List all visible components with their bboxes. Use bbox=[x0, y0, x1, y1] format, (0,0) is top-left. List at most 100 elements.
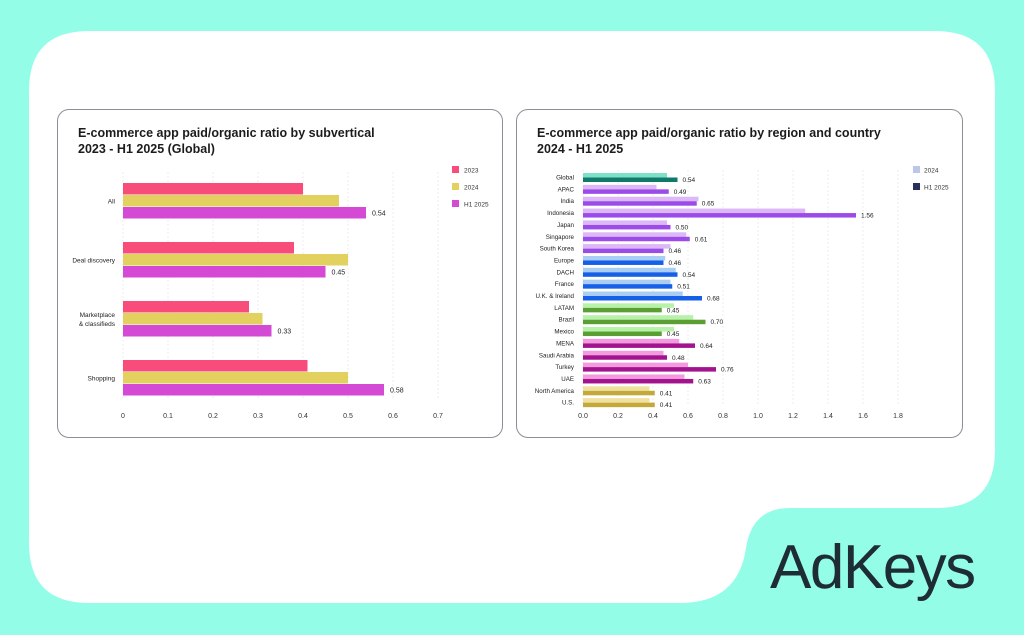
category-label: South Korea bbox=[540, 246, 575, 253]
x-tick-label: 0.4 bbox=[648, 413, 658, 420]
bar-h12025 bbox=[583, 378, 694, 384]
bar-h12025 bbox=[583, 284, 673, 289]
adkeys-logo: AdKeys bbox=[770, 533, 976, 602]
category-label: Singapore bbox=[546, 234, 575, 241]
bar-2023 bbox=[123, 242, 294, 254]
bar-2024 bbox=[583, 362, 688, 368]
legend-swatch bbox=[913, 183, 920, 190]
category-label: Global bbox=[556, 175, 574, 182]
bar-2024 bbox=[583, 244, 671, 249]
legend-label: H1 2025 bbox=[464, 202, 489, 209]
x-tick-label: 1.2 bbox=[788, 413, 798, 420]
bar-2024 bbox=[583, 196, 699, 202]
data-label: 0.54 bbox=[683, 272, 696, 279]
x-tick-label: 0.3 bbox=[253, 413, 263, 420]
category-label: India bbox=[561, 198, 575, 205]
bar-h12025 bbox=[583, 272, 678, 277]
category-label: Mexico bbox=[554, 329, 574, 336]
data-label: 0.51 bbox=[677, 284, 690, 291]
bar-h12025 bbox=[583, 236, 690, 242]
x-tick-label: 0.7 bbox=[433, 413, 443, 420]
legend-label: 2024 bbox=[924, 168, 939, 175]
data-label: 0.50 bbox=[676, 224, 689, 231]
category-label: North America bbox=[535, 388, 575, 395]
category-label: DACH bbox=[556, 269, 574, 276]
data-label: 0.46 bbox=[669, 248, 682, 255]
x-tick-label: 0 bbox=[121, 413, 125, 420]
legend-label: 2024 bbox=[464, 185, 479, 192]
data-label: 0.33 bbox=[278, 329, 292, 336]
bar-2024 bbox=[583, 220, 667, 225]
bar-2024 bbox=[583, 184, 657, 190]
bar-2024 bbox=[583, 315, 694, 320]
subvertical-chart-panel: E-commerce app paid/organic ratio by sub… bbox=[57, 109, 503, 438]
data-label: 0.54 bbox=[372, 211, 386, 218]
bar-h12025 bbox=[583, 260, 664, 265]
category-label: UAE bbox=[561, 376, 574, 383]
category-label: Shopping bbox=[88, 376, 116, 383]
data-label: 0.63 bbox=[698, 378, 711, 385]
bar-h12025 bbox=[583, 390, 655, 396]
bar-2024 bbox=[583, 267, 676, 273]
category-label: Japan bbox=[557, 222, 574, 229]
data-label: 0.64 bbox=[700, 343, 713, 350]
bar-2024 bbox=[583, 338, 680, 344]
bar-h12025 bbox=[123, 325, 272, 337]
bar-2024 bbox=[583, 208, 806, 214]
x-tick-label: 0.8 bbox=[718, 413, 728, 420]
legend-swatch bbox=[452, 166, 459, 173]
data-label: 0.68 bbox=[707, 296, 720, 303]
x-tick-label: 0.1 bbox=[163, 413, 173, 420]
data-label: 0.46 bbox=[669, 260, 682, 267]
bar-2024 bbox=[583, 255, 666, 261]
legend-swatch bbox=[452, 200, 459, 207]
bar-2024 bbox=[583, 232, 687, 237]
x-tick-label: 0.2 bbox=[613, 413, 623, 420]
bar-h12025 bbox=[583, 307, 662, 313]
bar-2024 bbox=[123, 254, 348, 266]
category-label: U.S. bbox=[562, 400, 574, 407]
bar-h12025 bbox=[583, 319, 706, 325]
legend-swatch bbox=[913, 166, 920, 173]
data-label: 0.45 bbox=[667, 331, 680, 338]
bar-h12025 bbox=[583, 355, 667, 360]
bar-h12025 bbox=[123, 384, 384, 396]
category-label: Marketplace bbox=[80, 312, 116, 319]
x-tick-label: 0.4 bbox=[298, 413, 308, 420]
region-chart-panel: E-commerce app paid/organic ratio by reg… bbox=[516, 109, 963, 438]
data-label: 0.70 bbox=[711, 319, 724, 326]
data-label: 0.45 bbox=[332, 270, 346, 277]
data-label: 1.56 bbox=[861, 213, 874, 220]
bar-2024 bbox=[583, 303, 674, 308]
bar-h12025 bbox=[583, 367, 716, 372]
data-label: 0.54 bbox=[683, 177, 696, 184]
bar-h12025 bbox=[583, 248, 664, 254]
bar-2024 bbox=[583, 173, 667, 178]
x-tick-label: 0.5 bbox=[343, 413, 353, 420]
x-tick-label: 0.2 bbox=[208, 413, 218, 420]
data-label: 0.58 bbox=[390, 388, 404, 395]
bar-2023 bbox=[123, 360, 308, 372]
category-label: Turkey bbox=[555, 364, 575, 371]
bar-2023 bbox=[123, 183, 303, 195]
bar-h12025 bbox=[583, 213, 856, 218]
bar-h12025 bbox=[583, 224, 671, 230]
data-label: 0.48 bbox=[672, 355, 685, 362]
category-label: LATAM bbox=[554, 305, 574, 312]
data-label: 0.76 bbox=[721, 367, 734, 374]
x-tick-label: 1.8 bbox=[893, 413, 903, 420]
bar-2024 bbox=[123, 195, 339, 207]
legend-swatch bbox=[452, 183, 459, 190]
data-label: 0.41 bbox=[660, 390, 673, 397]
bar-2024 bbox=[583, 374, 685, 379]
category-label: MENA bbox=[556, 340, 575, 347]
bar-2024 bbox=[123, 372, 348, 384]
subvertical-bar-chart: 0 0.1 0.2 0.3 0.4 0.5 0.6 0.7 0.54 All 0.45 Deal di… bbox=[72, 166, 489, 420]
chart-subtitle: 2023 - H1 2025 (Global) bbox=[78, 142, 215, 156]
category-label: Europe bbox=[554, 257, 575, 264]
chart-title: E-commerce app paid/organic ratio by reg… bbox=[537, 125, 881, 157]
category-label: Deal discovery bbox=[72, 258, 115, 265]
x-tick-label: 0.6 bbox=[683, 413, 693, 420]
bar-h12025 bbox=[583, 343, 695, 348]
bar-2024 bbox=[583, 279, 671, 285]
